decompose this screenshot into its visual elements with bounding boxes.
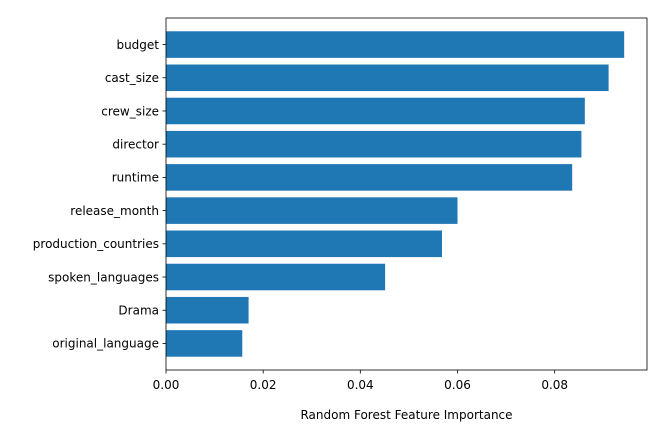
bar-production_countries <box>166 230 442 258</box>
bar-budget <box>166 31 625 58</box>
bar-release_month <box>166 197 458 224</box>
y-tick-label: crew_size <box>101 104 159 118</box>
x-tick-label: 0.02 <box>250 378 277 392</box>
x-axis-label: Random Forest Feature Importance <box>300 408 512 422</box>
y-tick-label: production_countries <box>33 237 159 251</box>
x-tick-label: 0.06 <box>444 378 471 392</box>
bar-director <box>166 130 582 158</box>
x-tick-label: 0.04 <box>347 378 374 392</box>
y-tick-label: release_month <box>70 204 159 218</box>
bar-runtime <box>166 164 573 191</box>
bar-spoken_languages <box>166 263 386 291</box>
y-tick-label: spoken_languages <box>48 270 159 284</box>
y-tick-label: Drama <box>118 304 159 318</box>
plot-frame <box>165 17 648 371</box>
bar-Drama <box>166 296 249 324</box>
bar-original_language <box>166 330 243 357</box>
y-tick-label: budget <box>116 38 159 52</box>
bar-cast_size <box>166 64 609 92</box>
x-axis-ticks: 0.00 0.02 0.04 0.06 0.08 <box>153 370 568 392</box>
y-tick-label: runtime <box>112 171 159 185</box>
x-tick-label: 0.08 <box>541 378 568 392</box>
bar-crew_size <box>166 97 585 125</box>
x-tick-label: 0.00 <box>153 378 180 392</box>
y-axis-ticks: budget cast_size crew_size director runtime r… <box>33 38 166 351</box>
bars-group <box>166 31 625 357</box>
y-tick-label: director <box>112 137 159 151</box>
y-tick-label: cast_size <box>105 71 159 85</box>
y-tick-label: original_language <box>52 337 159 351</box>
